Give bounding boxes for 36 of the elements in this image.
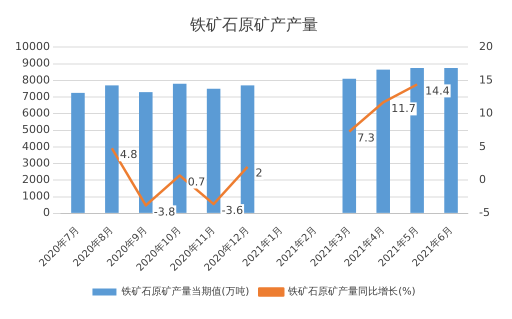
data-label: 0.7 bbox=[188, 175, 206, 188]
data-label: 2 bbox=[256, 166, 263, 180]
bar bbox=[139, 92, 153, 213]
legend-label: 铁矿石原矿产量当期值(万吨) bbox=[120, 286, 250, 298]
y-tick-label: 3000 bbox=[22, 156, 50, 170]
y-tick-label: 7000 bbox=[22, 90, 50, 103]
y-tick-label: 8000 bbox=[22, 73, 50, 86]
y2-tick-label: 0 bbox=[479, 173, 486, 186]
y2-tick-label: 5 bbox=[479, 140, 486, 153]
y-tick-label: 0 bbox=[42, 206, 50, 220]
bar bbox=[71, 92, 85, 213]
chart-title: 铁矿石原矿产产量 bbox=[189, 14, 318, 34]
y-tick-label: 9000 bbox=[22, 56, 50, 70]
y-tick-label: 5000 bbox=[22, 123, 50, 136]
bar bbox=[376, 70, 390, 213]
y2-tick-label: 20 bbox=[479, 40, 494, 54]
bar bbox=[342, 78, 356, 213]
data-label: 11.7 bbox=[391, 102, 416, 116]
data-label: 14.4 bbox=[425, 84, 450, 98]
data-label: -3.6 bbox=[222, 204, 244, 217]
legend-label: 铁矿石原矿产量同比增长(%) bbox=[287, 286, 416, 298]
y-tick-label: 1000 bbox=[22, 190, 50, 203]
y2-tick-label: 15 bbox=[479, 73, 494, 86]
y2-tick-label: 10 bbox=[479, 106, 494, 120]
data-label: 7.3 bbox=[357, 131, 375, 144]
y2-tick-label: -5 bbox=[479, 206, 490, 220]
y-tick-label: 4000 bbox=[22, 140, 50, 153]
bar bbox=[206, 88, 220, 213]
data-label: -3.8 bbox=[154, 205, 176, 218]
bar bbox=[172, 84, 186, 213]
bar bbox=[105, 85, 119, 213]
y-tick-label: 6000 bbox=[22, 106, 50, 120]
bar bbox=[240, 85, 254, 213]
data-label: 4.8 bbox=[120, 148, 138, 162]
y-tick-label: 10000 bbox=[14, 40, 50, 54]
y-tick-label: 2000 bbox=[22, 173, 50, 186]
